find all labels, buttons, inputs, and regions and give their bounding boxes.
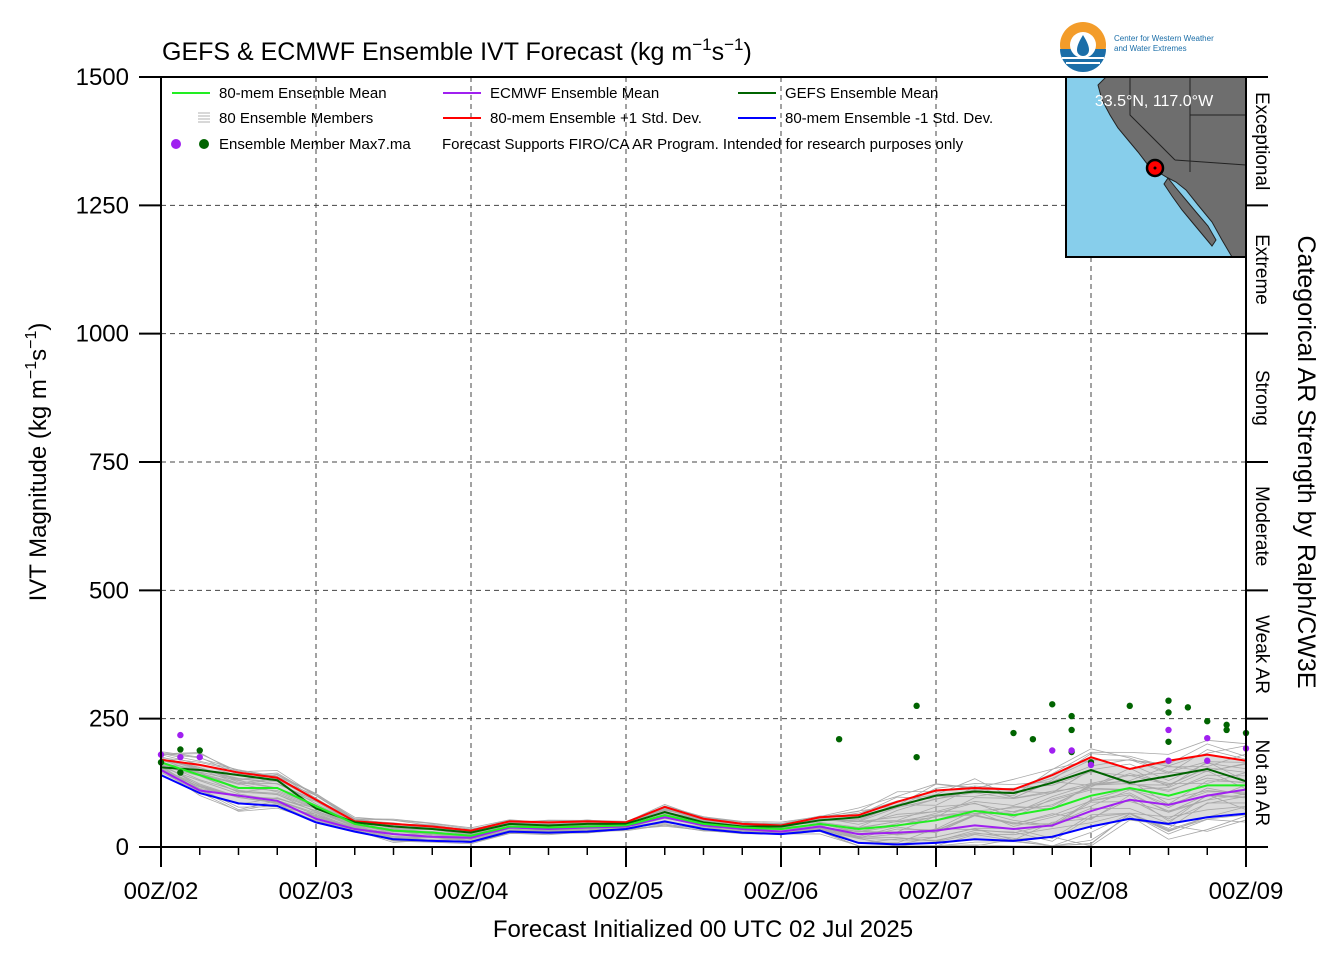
x-axis-label: Forecast Initialized 00 UTC 02 Jul 2025: [493, 916, 913, 943]
ar-category-label: Not an AR: [1251, 740, 1272, 827]
series-line: [160, 769, 1247, 839]
max-points: [157, 697, 1250, 776]
chart-title: GEFS & ECMWF Ensemble IVT Forecast (kg m…: [162, 35, 752, 66]
y-tick-label: 1000: [76, 321, 129, 348]
x-tick-label: 00Z/05: [589, 878, 664, 905]
gefs-max-point: [1029, 736, 1037, 743]
legend-gefs: GEFS Ensemble Mean: [785, 85, 938, 102]
gefs-max-point: [1223, 721, 1230, 729]
series-line: [160, 774, 1247, 846]
state-borders: [1129, 77, 1247, 172]
series-lines: [160, 753, 1247, 846]
ecmwf-max-point: [1204, 757, 1211, 764]
series-line: [160, 753, 1247, 832]
legend-mean80: 80-mem Ensemble Mean: [219, 85, 387, 102]
ecmwf-max-point: [1068, 747, 1075, 754]
ecmwf-max-point: [1204, 734, 1211, 742]
x-tick-label: 00Z/02: [124, 878, 199, 905]
baja-peninsula: [1163, 177, 1217, 247]
y-tick-label: 750: [89, 449, 129, 476]
y-tick-label: 500: [89, 577, 129, 604]
ecmwf-max-point: [1165, 757, 1172, 764]
gefs-max-point: [1165, 697, 1172, 704]
ar-category-label: Strong: [1251, 370, 1272, 426]
legend-max: Ensemble Member Max7.ma: [219, 136, 411, 153]
ar-category-label: Exceptional: [1251, 92, 1272, 190]
gefs-max-point: [913, 753, 920, 761]
logo-text-line2: and Water Extremes: [1114, 44, 1187, 53]
x-tick-label: 00Z/04: [434, 878, 509, 905]
ecmwf-max-point: [177, 753, 184, 761]
ar-category-label: Weak AR: [1251, 615, 1272, 694]
legend-members: 80 Ensemble Members: [219, 110, 373, 127]
y-ticks: 0 250 500 750 1000 1250 1500: [76, 64, 1268, 861]
gefs-max-point: [1068, 712, 1075, 720]
legend-ecmwf: ECMWF Ensemble Mean: [490, 85, 659, 102]
ar-category-labels: Not an AR Weak AR Moderate Strong Extreme Exc…: [1251, 92, 1272, 826]
cw3e-logo: Center for Western Weather and Water Ext…: [1060, 22, 1214, 72]
right-axis-label: Categorical AR Strength by Ralph/CW3E: [1292, 236, 1320, 689]
ensemble-member-line: [160, 739, 1247, 831]
ensemble-spread: [161, 754, 1246, 845]
x-tick-label: 00Z/08: [1054, 878, 1129, 905]
logo-text-line1: Center for Western Weather: [1114, 34, 1214, 43]
location-map: 33.5°N, 117.0°W: [1065, 76, 1247, 258]
map-location-label: 33.5°N, 117.0°W: [1095, 93, 1214, 110]
gefs-max-point: [177, 746, 184, 753]
gefs-max-point: [835, 736, 843, 743]
x-tick-label: 00Z/09: [1209, 878, 1284, 905]
x-tick-label: 00Z/06: [744, 878, 819, 905]
series-line: [160, 761, 1246, 837]
gefs-max-point: [1204, 718, 1211, 725]
ar-category-label: Moderate: [1251, 486, 1272, 566]
legend-minus: 80-mem Ensemble -1 Std. Dev.: [785, 110, 993, 127]
gefs-max-point: [177, 769, 184, 776]
gefs-max-point: [1010, 729, 1017, 737]
legend: 80-mem Ensemble Mean ECMWF Ensemble Mean…: [171, 85, 993, 153]
x-tick-label: 00Z/07: [899, 878, 974, 905]
gefs-max-point: [913, 702, 920, 710]
legend-swatch-members: [198, 112, 210, 123]
ecmwf-max-point: [196, 753, 203, 761]
gefs-max-point: [1126, 702, 1133, 710]
ecmwf-max-point: [1165, 726, 1172, 734]
y-axis-label: IVT Magnitude (kg m−1s−1): [23, 323, 52, 602]
gefs-max-point: [1184, 704, 1192, 711]
gefs-max-point: [1223, 726, 1230, 734]
y-tick-label: 1500: [76, 64, 129, 91]
y-tick-label: 0: [116, 834, 129, 861]
y-tick-label: 250: [89, 706, 129, 733]
x-tick-label: 00Z/03: [279, 878, 354, 905]
ensemble-member-line: [160, 752, 1247, 833]
ecmwf-max-point: [177, 731, 184, 739]
gefs-max-point: [1068, 726, 1075, 734]
ar-category-label: Extreme: [1251, 234, 1272, 305]
legend-dot-gefs: [199, 139, 209, 149]
gefs-max-point: [196, 747, 203, 754]
legend-dot-ecmwf: [171, 139, 181, 149]
ensemble-members: [160, 739, 1247, 847]
y-tick-label: 1250: [76, 192, 129, 219]
gefs-max-point: [1165, 709, 1172, 716]
x-ticks: 00Z/02 00Z/03 00Z/04 00Z/05 00Z/06 00Z/07 00Z/…: [124, 847, 1284, 905]
gefs-max-point: [1049, 701, 1056, 708]
gefs-max-point: [1165, 738, 1172, 745]
ecmwf-max-point: [1087, 761, 1095, 769]
legend-note: Forecast Supports FIRO/CA AR Program. In…: [442, 136, 964, 153]
ecmwf-max-point: [1049, 747, 1056, 754]
legend-plus: 80-mem Ensemble +1 Std. Dev.: [490, 110, 702, 127]
